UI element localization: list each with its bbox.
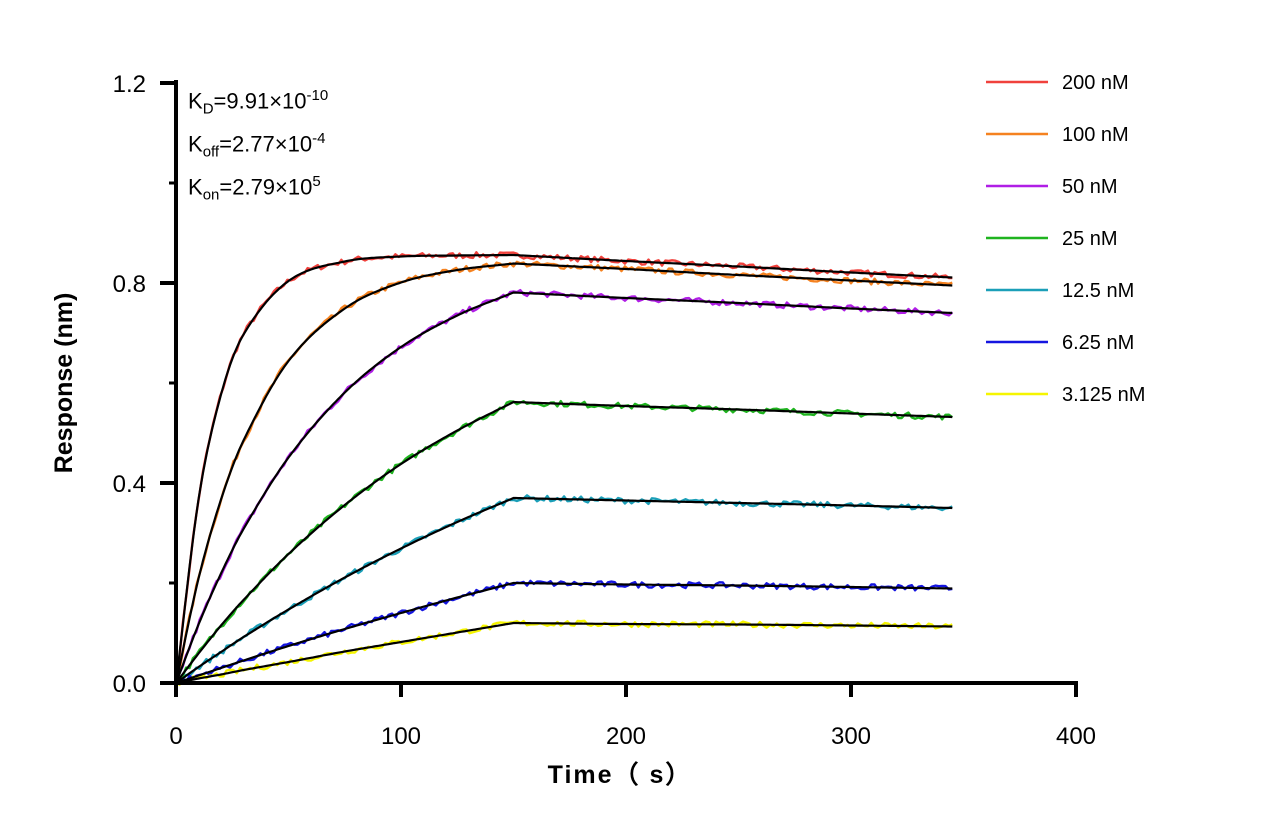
koff-annotation: Koff=2.77×10-4 xyxy=(188,130,326,161)
kd-annotation: KD=9.91×10-10 xyxy=(188,87,329,118)
plot-lines xyxy=(174,251,954,686)
fit-curve-line xyxy=(175,400,953,684)
fit-curve-line xyxy=(174,262,953,684)
data-series-line xyxy=(174,260,953,684)
fit-curve-line xyxy=(175,581,953,685)
fit-curve-line xyxy=(175,496,953,684)
x-tick-label: 400 xyxy=(1056,723,1096,750)
legend-label: 3.125 nM xyxy=(1062,384,1145,406)
x-tick-label: 0 xyxy=(169,723,182,750)
y-tick-label: 0.4 xyxy=(113,471,146,498)
y-tick-label: 0.8 xyxy=(113,271,146,298)
y-tick-label: 0.0 xyxy=(113,671,146,698)
x-tick-label: 200 xyxy=(606,723,646,750)
x-tick-label: 300 xyxy=(831,723,871,750)
data-series-line xyxy=(175,494,953,685)
data-series-line xyxy=(175,399,954,684)
fit-curve-line xyxy=(174,291,953,684)
legend-label: 50 nM xyxy=(1062,176,1118,198)
y-tick-label: 1.2 xyxy=(113,71,146,98)
fit-curve-line xyxy=(174,253,953,684)
legend-label: 100 nM xyxy=(1062,124,1129,146)
legend-label: 25 nM xyxy=(1062,228,1118,250)
legend-label: 200 nM xyxy=(1062,72,1129,94)
y-axis-label: Response (nm) xyxy=(50,293,78,474)
ticks: 0 100 200 300 400 0.0 0.4 0.8 1.2 xyxy=(113,71,1096,750)
data-series-line xyxy=(175,619,953,686)
data-series-line xyxy=(174,251,953,684)
legend: 200 nM 100 nM 50 nM 25 nM 12.5 nM 6.25 nM 3.12… xyxy=(986,72,1145,406)
legend-label: 6.25 nM xyxy=(1062,332,1134,354)
kon-annotation: Kon=2.79×105 xyxy=(188,173,321,204)
x-tick-label: 100 xyxy=(381,723,421,750)
legend-label: 12.5 nM xyxy=(1062,280,1134,302)
x-axis-label: Time（ s） xyxy=(548,760,693,789)
data-series-line xyxy=(175,579,953,686)
fit-curve-line xyxy=(175,621,953,685)
